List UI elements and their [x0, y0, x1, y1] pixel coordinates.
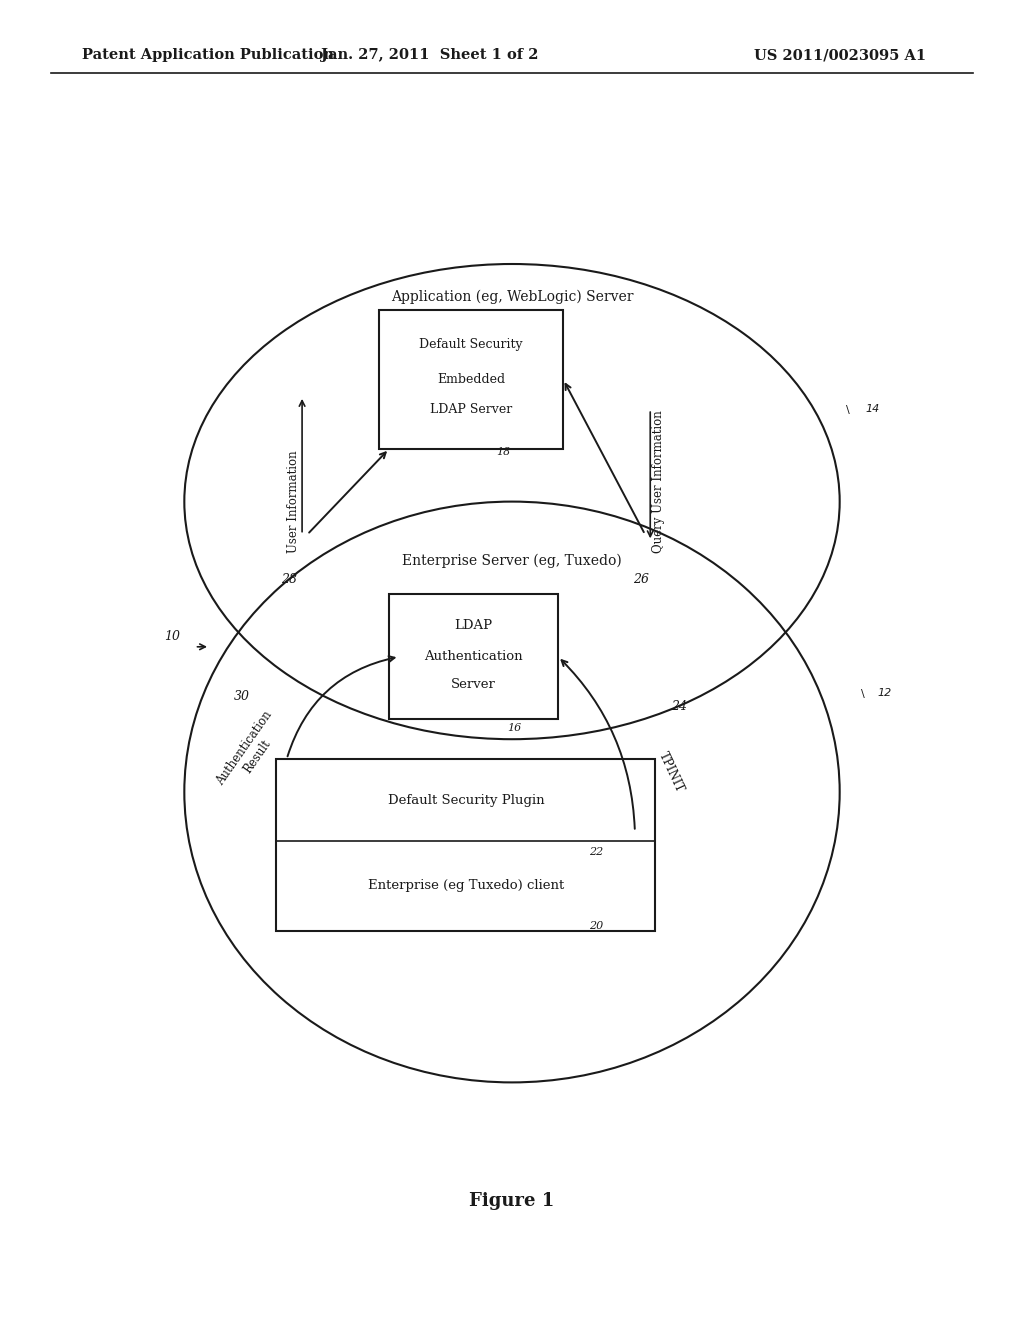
FancyBboxPatch shape: [379, 310, 563, 449]
Text: Default Security Plugin: Default Security Plugin: [388, 793, 544, 807]
Text: 20: 20: [589, 921, 603, 932]
Text: Application (eg, WebLogic) Server: Application (eg, WebLogic) Server: [391, 290, 633, 304]
Text: 14: 14: [865, 404, 880, 414]
Text: 18: 18: [497, 447, 511, 458]
Text: 24: 24: [671, 700, 687, 713]
Text: TPINIT: TPINIT: [655, 750, 686, 795]
Text: Server: Server: [452, 677, 496, 690]
Text: Jan. 27, 2011  Sheet 1 of 2: Jan. 27, 2011 Sheet 1 of 2: [322, 49, 539, 62]
Text: LDAP Server: LDAP Server: [430, 404, 512, 417]
FancyBboxPatch shape: [389, 594, 558, 719]
Text: 12: 12: [878, 688, 892, 698]
Text: Enterprise Server (eg, Tuxedo): Enterprise Server (eg, Tuxedo): [402, 554, 622, 568]
Text: $\backslash$: $\backslash$: [860, 686, 866, 700]
Text: 30: 30: [233, 689, 250, 702]
Text: 22: 22: [589, 847, 603, 858]
Text: Query User Information: Query User Information: [652, 411, 665, 553]
Text: 16: 16: [507, 723, 521, 734]
Text: Enterprise (eg Tuxedo) client: Enterprise (eg Tuxedo) client: [368, 879, 564, 892]
Text: Authentication: Authentication: [424, 651, 523, 663]
Text: 26: 26: [633, 573, 649, 586]
Text: User Information: User Information: [288, 450, 300, 553]
Text: Default Security: Default Security: [419, 338, 523, 351]
FancyBboxPatch shape: [276, 759, 655, 931]
Text: Embedded: Embedded: [437, 374, 505, 385]
Text: US 2011/0023095 A1: US 2011/0023095 A1: [754, 49, 926, 62]
Text: $\backslash$: $\backslash$: [845, 403, 851, 416]
Text: LDAP: LDAP: [455, 619, 493, 632]
Text: 28: 28: [281, 573, 297, 586]
Text: Figure 1: Figure 1: [469, 1192, 555, 1210]
Text: 10: 10: [164, 630, 180, 643]
Text: Authentication
Result: Authentication Result: [214, 709, 288, 796]
Text: Patent Application Publication: Patent Application Publication: [82, 49, 334, 62]
